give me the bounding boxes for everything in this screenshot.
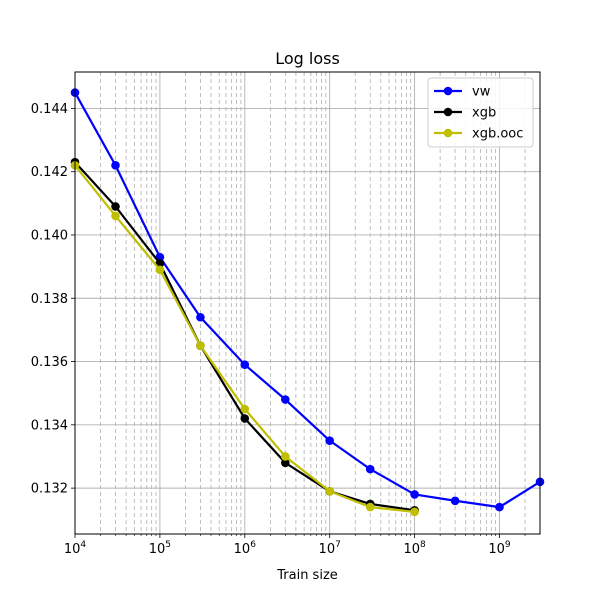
data-point (325, 486, 334, 496)
data-point (410, 507, 419, 517)
legend-label: xgb (472, 106, 496, 121)
x-axis-label: Train size (276, 568, 338, 583)
legend-swatch-marker (443, 107, 453, 117)
legend-item: vw (434, 85, 491, 100)
legend-label: xgb.ooc (472, 127, 523, 142)
data-point (450, 496, 460, 506)
data-point (281, 458, 290, 468)
data-point (281, 395, 290, 404)
data-point (196, 341, 205, 351)
legend-item: xgb (434, 106, 496, 121)
y-tick-label: 0.136 (31, 355, 68, 370)
chart-title: Log loss (275, 49, 340, 68)
data-point (495, 502, 504, 512)
series-line (74, 92, 541, 509)
data-point (111, 202, 120, 211)
plot-frame (74, 71, 541, 535)
y-tick-label: 0.134 (31, 418, 68, 433)
legend-item: xgb.ooc (434, 127, 523, 142)
data-point (365, 502, 375, 512)
data-point (111, 161, 120, 170)
ticks: 104 105 106 107 108 109 0.132 0.134 0.136 0.138 0.… (31, 102, 526, 557)
data-point (196, 312, 205, 322)
x-tick-label: 109 (488, 540, 511, 557)
y-tick-label: 0.140 (31, 228, 68, 243)
data-point (410, 490, 419, 499)
grid (74, 72, 540, 534)
data-point (325, 436, 334, 445)
x-tick-label: 106 (234, 540, 257, 557)
x-tick-label: 105 (149, 540, 171, 557)
legend-frame (427, 77, 534, 148)
x-tick-label: 104 (64, 540, 87, 557)
y-tick-label: 0.144 (31, 102, 68, 117)
data-point (155, 265, 165, 275)
legend-swatch-marker (443, 86, 453, 96)
legend-swatch-marker (443, 128, 453, 138)
data-point (365, 464, 375, 474)
data-point (240, 360, 250, 370)
data-point (111, 211, 120, 221)
series-layer (70, 88, 545, 517)
y-tick-label: 0.142 (31, 165, 68, 180)
y-tick-label: 0.132 (31, 482, 68, 497)
legend-label: vw (472, 85, 491, 100)
data-point (240, 404, 250, 414)
legend: vw xgb xgb.ooc (427, 77, 534, 148)
plot-area (75, 72, 540, 534)
x-tick-label: 108 (403, 540, 426, 557)
data-point (281, 452, 290, 461)
data-point (240, 414, 250, 423)
x-tick-label: 107 (319, 540, 341, 557)
y-tick-label: 0.138 (31, 292, 68, 307)
